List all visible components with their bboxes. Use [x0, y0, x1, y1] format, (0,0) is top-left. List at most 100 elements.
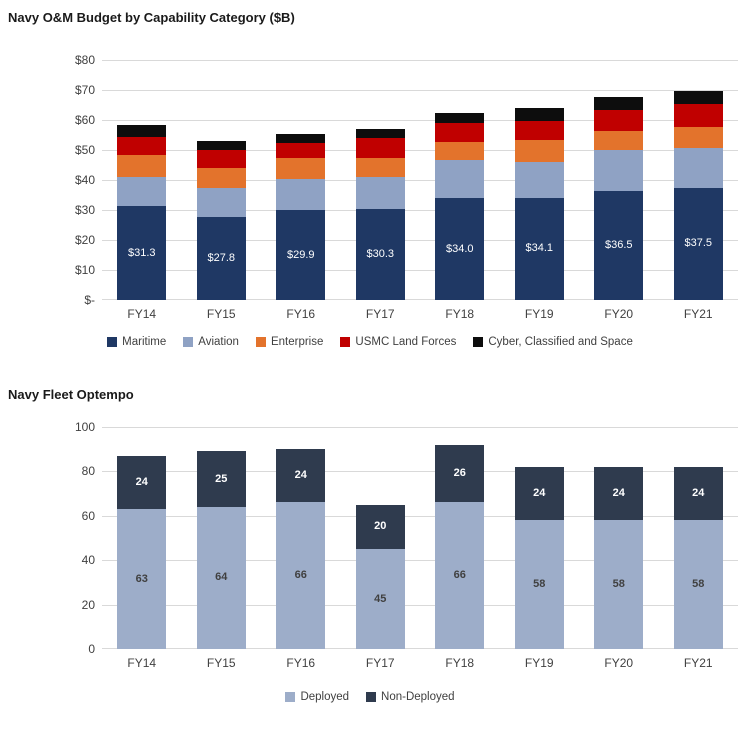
bar-slot-fy15: $27.8: [182, 60, 262, 300]
segment-non-deployed: 24: [514, 466, 564, 521]
segment-aviation: [196, 188, 246, 217]
y-axis-tick: $80: [74, 53, 95, 67]
segment-deployed: 63: [117, 509, 167, 649]
x-axis-label-fy18: FY18: [445, 307, 475, 321]
y-axis-tick: $60: [74, 113, 95, 127]
bar-value-label: 24: [135, 476, 148, 488]
y-axis-tick: $40: [74, 173, 95, 187]
x-axis-label-fy14: FY14: [127, 656, 157, 670]
gridline: [102, 180, 738, 181]
legend-swatch-non-deployed: [366, 692, 377, 702]
segment-non-deployed: 24: [117, 455, 167, 510]
gridline: [102, 270, 738, 271]
stacked-bar-fy17: 45 20: [355, 504, 405, 649]
y-axis-tick: 0: [88, 642, 95, 656]
bar-value-label: 20: [374, 520, 387, 533]
stacked-bar-fy14: $31.3: [117, 125, 167, 300]
legend-item-maritime: Maritime: [107, 336, 166, 348]
legend-item-usmc-land-forces: USMC Land Forces: [340, 336, 456, 348]
bar-slot-fy16: $29.9: [261, 60, 341, 300]
segment-usmc-land-forces: [594, 110, 644, 131]
segment-aviation: [355, 177, 405, 210]
budget-plot-area: $31.3 $27.8 $29.9 $30.3 $34.0 $34.1 $36.5 $37.5: [102, 60, 738, 300]
bar-value-label: $29.9: [286, 248, 315, 261]
segment-cyber-classified-and-space: [435, 112, 485, 123]
stacked-bar-fy21: $37.5: [673, 90, 723, 300]
segment-enterprise: [117, 155, 167, 178]
stacked-bar-fy16: $29.9: [276, 134, 326, 300]
stacked-bar-fy18: 66 26: [435, 444, 485, 649]
segment-aviation: [594, 150, 644, 191]
stacked-bar-fy15: 64 25: [196, 451, 246, 649]
legend-label-maritime: Maritime: [122, 336, 167, 348]
optempo-x-axis: FY14 FY15 FY16 FY17 FY18 FY19 FY20 FY21: [102, 656, 738, 670]
bar-value-label: $37.5: [684, 237, 713, 250]
bar-slot-fy17: $30.3: [341, 60, 421, 300]
segment-non-deployed: 20: [355, 504, 405, 550]
segment-cyber-classified-and-space: [355, 129, 405, 139]
segment-aviation: [117, 177, 167, 207]
legend-swatch-maritime: [107, 337, 118, 347]
x-axis-label-fy20: FY20: [604, 656, 634, 670]
segment-enterprise: [594, 130, 644, 150]
bar-value-label: 58: [612, 578, 625, 591]
gridline: [102, 648, 738, 649]
segment-usmc-land-forces: [117, 137, 167, 156]
legend-swatch-aviation: [183, 337, 194, 347]
x-axis-label-fy19: FY19: [524, 656, 554, 670]
gridline: [102, 427, 738, 428]
bar-value-label: 24: [294, 469, 307, 482]
segment-usmc-land-forces: [673, 104, 723, 127]
bar-value-label: 64: [215, 571, 228, 584]
y-axis-tick: $10: [74, 263, 95, 277]
bar-value-label: 26: [453, 467, 466, 480]
y-axis-tick: $-: [84, 293, 95, 307]
segment-usmc-land-forces: [196, 149, 246, 169]
y-axis-tick: 100: [74, 420, 95, 434]
segment-usmc-land-forces: [276, 143, 326, 159]
segment-cyber-classified-and-space: [276, 134, 326, 144]
segment-non-deployed: 26: [435, 444, 485, 503]
segment-deployed: 58: [514, 520, 564, 649]
legend-label-deployed: Deployed: [300, 691, 350, 703]
legend-item-non-deployed: Non-Deployed: [366, 691, 455, 703]
segment-cyber-classified-and-space: [117, 125, 167, 138]
x-axis-label-fy14: FY14: [127, 307, 157, 321]
segment-cyber-classified-and-space: [196, 140, 246, 150]
segment-aviation: [514, 161, 564, 198]
x-axis-label-fy18: FY18: [445, 656, 475, 670]
segment-non-deployed: 24: [673, 466, 723, 521]
gridline: [102, 605, 738, 606]
bar-value-label: 66: [453, 569, 466, 582]
bar-value-label: 45: [374, 592, 387, 605]
bar-value-label: 24: [612, 487, 625, 500]
y-axis-tick: 20: [81, 598, 95, 612]
bar-value-label: $31.3: [127, 246, 156, 259]
legend-swatch-deployed: [285, 692, 296, 702]
bar-slot-fy19: $34.1: [500, 60, 580, 300]
segment-aviation: [673, 148, 723, 188]
segment-cyber-classified-and-space: [514, 108, 564, 121]
gridline: [102, 210, 738, 211]
y-axis-tick: 60: [81, 509, 95, 523]
stacked-bar-fy15: $27.8: [196, 140, 246, 300]
bar-slot-fy20: 58 24: [579, 427, 659, 649]
bar-value-label: 25: [215, 472, 228, 485]
segment-usmc-land-forces: [355, 138, 405, 159]
stacked-bar-fy16: 66 24: [276, 449, 326, 649]
gridline: [102, 120, 738, 121]
bar-slot-fy17: 45 20: [341, 427, 421, 649]
bar-slot-fy18: 66 26: [420, 427, 500, 649]
bar-value-label: 58: [692, 578, 705, 591]
x-axis-label-fy19: FY19: [524, 307, 554, 321]
x-axis-label-fy17: FY17: [365, 307, 395, 321]
bar-slot-fy14: $31.3: [102, 60, 182, 300]
x-axis-label-fy15: FY15: [206, 656, 236, 670]
bar-value-label: $36.5: [604, 238, 633, 251]
bar-value-label: $34.0: [445, 242, 474, 255]
bar-value-label: 58: [533, 578, 546, 591]
gridline: [102, 516, 738, 517]
stacked-bar-fy17: $30.3: [355, 129, 405, 300]
x-axis-label-fy21: FY21: [683, 307, 713, 321]
